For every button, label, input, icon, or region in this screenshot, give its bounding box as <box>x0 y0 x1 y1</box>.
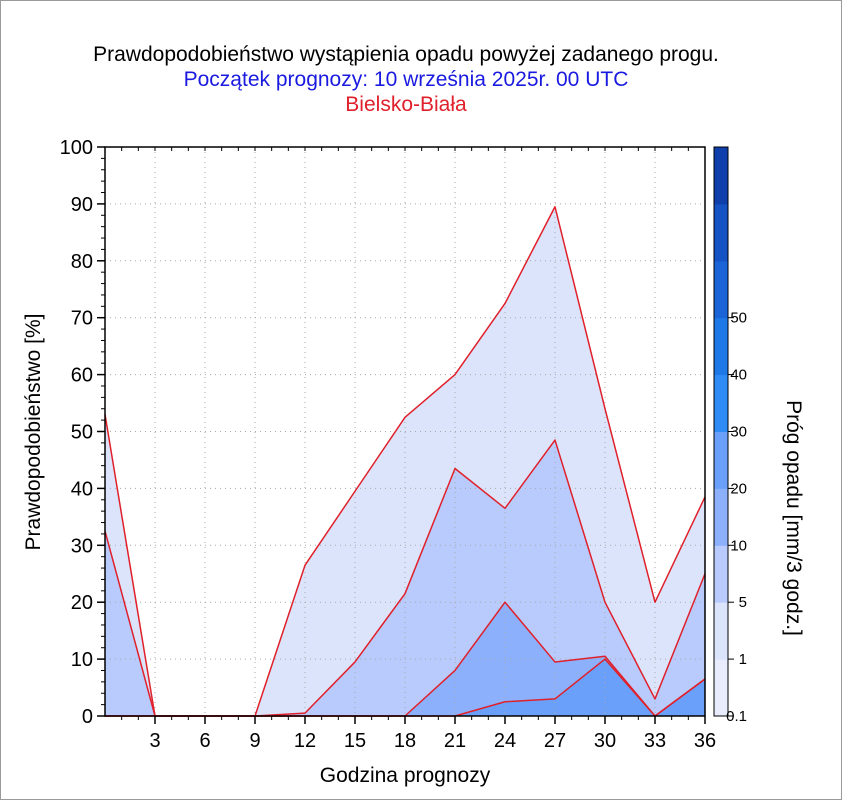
y-tick-label: 40 <box>71 478 93 500</box>
x-axis-label: Godzina prognozy <box>320 764 491 787</box>
x-tick-label: 30 <box>594 730 616 752</box>
y-tick-label: 30 <box>71 535 93 557</box>
x-tick-label: 15 <box>344 730 366 752</box>
x-tick-label: 18 <box>394 730 416 752</box>
x-tick-label: 27 <box>544 730 566 752</box>
y-tick-label: 80 <box>71 251 93 273</box>
y-axis-label: Prawdopodobieństwo [%] <box>22 314 45 551</box>
chart-subtitle-location: Bielsko-Biała <box>345 93 467 116</box>
y-tick-label: 0 <box>82 706 93 728</box>
colorbar-tick-label: 1 <box>739 651 747 668</box>
colorbar-segment <box>714 260 728 319</box>
colorbar-segment <box>714 317 728 376</box>
colorbar-label: Próg opadu [mm/3 godz.] <box>782 400 805 636</box>
colorbar-tick-label: 50 <box>730 310 747 327</box>
y-tick-label: 60 <box>71 365 93 387</box>
chart-title: Prawdopodobieństwo wystąpienia opadu pow… <box>93 43 719 66</box>
chart-subtitle-forecast-start: Początek prognozy: 10 września 2025r. 00… <box>183 68 629 91</box>
colorbar-segment <box>714 488 728 546</box>
x-tick-label: 24 <box>494 730 516 752</box>
x-tick-label: 9 <box>249 730 260 752</box>
area-threshold-10 <box>105 659 705 716</box>
y-tick-label: 10 <box>71 649 93 671</box>
x-tick-label: 3 <box>149 730 160 752</box>
y-tick-label: 70 <box>71 308 93 330</box>
colorbar-segment <box>714 431 728 489</box>
colorbar-segment <box>714 602 728 660</box>
y-tick-label: 100 <box>60 137 93 159</box>
x-tick-label: 12 <box>294 730 316 752</box>
colorbar-segment <box>714 203 728 262</box>
colorbar-segment <box>714 374 728 432</box>
colorbar-tick-label: 0.1 <box>726 708 747 725</box>
x-tick-label: 33 <box>644 730 666 752</box>
y-tick-label: 90 <box>71 194 93 216</box>
colorbar-segment <box>714 545 728 603</box>
colorbar-tick-label: 20 <box>730 480 747 497</box>
colorbar-tick-label: 10 <box>730 537 747 554</box>
colorbar-segment <box>714 659 728 717</box>
colorbar-segment <box>714 147 728 205</box>
x-tick-label: 6 <box>199 730 210 752</box>
y-tick-label: 20 <box>71 592 93 614</box>
colorbar-tick-label: 40 <box>730 367 747 384</box>
colorbar-tick-label: 30 <box>730 424 747 441</box>
x-tick-label: 36 <box>694 730 716 752</box>
y-tick-label: 50 <box>71 422 93 444</box>
colorbar-tick-label: 5 <box>739 594 747 611</box>
x-tick-label: 21 <box>444 730 466 752</box>
